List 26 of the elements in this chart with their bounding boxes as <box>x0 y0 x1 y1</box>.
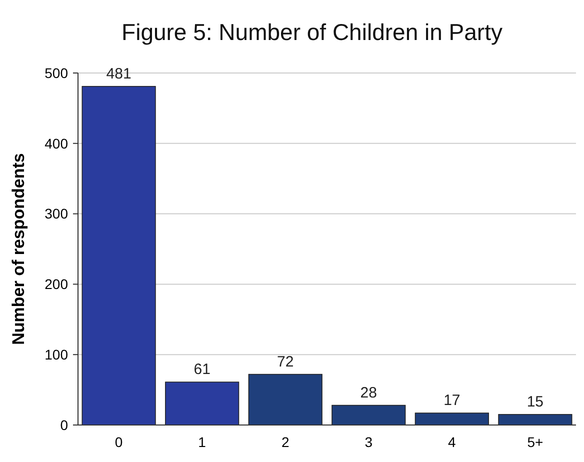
chart-title: Figure 5: Number of Children in Party <box>122 19 503 45</box>
x-tick-label: 5+ <box>527 434 544 450</box>
y-tick-label: 500 <box>44 64 68 81</box>
x-tick-label: 3 <box>364 434 373 450</box>
data-label: 481 <box>106 65 132 82</box>
x-tick-label: 2 <box>281 434 290 450</box>
y-tick-label: 300 <box>44 206 68 222</box>
bar <box>248 374 322 426</box>
data-label: 72 <box>277 353 294 370</box>
data-label: 15 <box>526 393 544 410</box>
data-label: 28 <box>360 384 377 402</box>
bar <box>414 412 489 426</box>
x-tick-label: 1 <box>198 434 206 450</box>
bar <box>332 404 406 426</box>
y-axis-title: Number of respondents <box>9 153 28 345</box>
data-label: 17 <box>444 392 460 410</box>
y-tick-label: 200 <box>44 276 68 292</box>
data-label: 61 <box>194 361 210 378</box>
y-tick-label: 100 <box>44 346 68 362</box>
bar <box>82 86 156 426</box>
y-tick-label: 0 <box>60 416 68 433</box>
x-tick-label: 4 <box>448 434 456 450</box>
x-tick-label: 0 <box>114 434 123 450</box>
y-tick-label: 400 <box>44 135 68 152</box>
bar <box>498 414 572 426</box>
bar <box>165 382 240 426</box>
